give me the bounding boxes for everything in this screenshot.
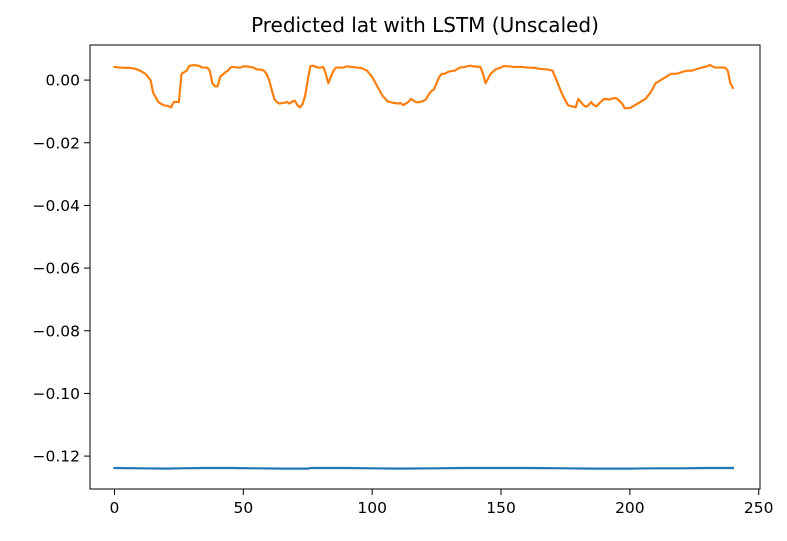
x-tick-label: 150: [486, 499, 516, 517]
x-tick-label: 200: [615, 499, 645, 517]
y-tick-label: −0.12: [33, 448, 81, 466]
y-tick-label: −0.08: [33, 322, 81, 340]
x-tick-label: 100: [357, 499, 387, 517]
y-tick-label: 0.00: [45, 72, 80, 90]
series-line-2: [113, 63, 735, 110]
plot-frame: [89, 44, 761, 490]
y-tick-label: −0.06: [33, 260, 81, 278]
y-tick-label: −0.04: [33, 197, 81, 215]
series-line-1: [113, 466, 735, 470]
y-tick-label: −0.10: [33, 385, 81, 403]
axes-layer: 0 50 100 150 200 250 0.00 −0.02 −0.04 −0.06 −0.08 −…: [33, 44, 774, 517]
x-tick-label: 250: [744, 499, 774, 517]
chart-title: Predicted lat with LSTM (Unscaled): [251, 13, 599, 37]
x-tick-label: 50: [233, 499, 253, 517]
series-layer: [113, 63, 735, 470]
y-tick-label: −0.02: [33, 134, 81, 152]
x-tick-label: 0: [110, 499, 120, 517]
